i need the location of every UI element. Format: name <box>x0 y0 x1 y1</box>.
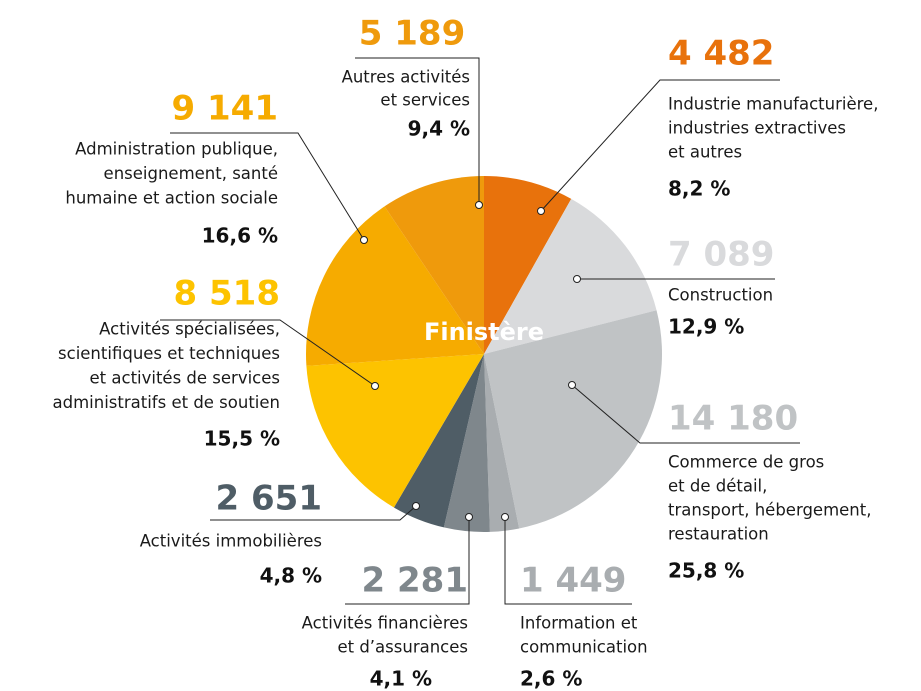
center-label: Finistère <box>424 318 544 346</box>
percentage-label: 15,5 % <box>204 427 280 451</box>
category-label: scientifiques et techniques <box>58 344 280 363</box>
value-label: 8 518 <box>174 274 280 314</box>
category-label: Activités financières <box>302 614 468 633</box>
category-label: et d’assurances <box>337 638 468 657</box>
value-label: 14 180 <box>668 399 798 439</box>
leader-dot <box>412 502 420 510</box>
category-label: transport, hébergement, <box>668 501 871 520</box>
pie-slice <box>306 354 484 508</box>
leader-line <box>345 517 470 605</box>
pie-slice <box>393 354 484 528</box>
pie-slice <box>484 176 572 354</box>
category-label: Autres activités <box>342 68 470 87</box>
pie-slice <box>484 310 662 529</box>
leader-line <box>210 505 417 521</box>
leader-line <box>170 132 365 241</box>
category-label: administratifs et de soutien <box>53 393 281 412</box>
leader-line <box>504 517 632 605</box>
percentage-label: 4,1 % <box>370 667 432 691</box>
category-label: Commerce de gros <box>668 453 824 472</box>
leader-dot <box>465 513 473 521</box>
value-label: 2 651 <box>216 479 322 519</box>
category-label: enseignement, santé <box>104 164 278 183</box>
percentage-label: 2,6 % <box>520 667 582 691</box>
pie <box>306 176 662 532</box>
percentage-label: 12,9 % <box>668 315 744 339</box>
percentage-label: 8,2 % <box>668 177 730 201</box>
pie-slice <box>484 354 520 532</box>
percentage-label: 25,8 % <box>668 559 744 583</box>
value-label: 7 089 <box>668 235 774 275</box>
percentage-label: 4,8 % <box>260 564 322 588</box>
category-label: Activités spécialisées, <box>99 320 280 339</box>
leader-line <box>571 384 800 444</box>
leader-dot <box>475 201 483 209</box>
category-label: Information et <box>520 614 638 633</box>
value-label: 9 141 <box>172 89 278 129</box>
category-label: et services <box>380 91 470 110</box>
value-label: 1 449 <box>520 561 626 601</box>
leader-dot <box>501 513 509 521</box>
leader-line <box>160 319 376 387</box>
category-label: Activités immobilières <box>140 532 322 551</box>
pie-slice <box>306 206 484 366</box>
category-label: et autres <box>668 143 742 162</box>
category-label: humaine et action sociale <box>65 189 278 208</box>
pie-slice <box>443 354 490 532</box>
value-label: 2 281 <box>362 561 468 601</box>
pie-slice <box>384 176 484 354</box>
leader-dot <box>537 207 545 215</box>
leader-dot <box>568 381 576 389</box>
pie-slice <box>484 198 657 354</box>
category-label: communication <box>520 638 648 657</box>
labels: 4 482 Industrie manufacturière, industries… <box>53 14 879 691</box>
category-label: Administration publique, <box>75 140 278 159</box>
leader-dot <box>360 236 368 244</box>
category-label: industries extractives <box>668 119 846 138</box>
value-label: 5 189 <box>359 14 465 54</box>
percentage-label: 9,4 % <box>408 117 470 141</box>
category-label: et de détail, <box>668 477 767 496</box>
value-label: 4 482 <box>668 34 774 74</box>
leader-dot <box>573 275 581 283</box>
category-label: Industrie manufacturière, <box>668 95 878 114</box>
percentage-label: 16,6 % <box>202 224 278 248</box>
category-label: et activités de services <box>90 369 280 388</box>
leader-dot <box>371 382 379 390</box>
leader-line <box>355 57 480 205</box>
category-label: restauration <box>668 525 769 544</box>
category-label: Construction <box>668 286 773 305</box>
leader-line <box>540 79 780 212</box>
